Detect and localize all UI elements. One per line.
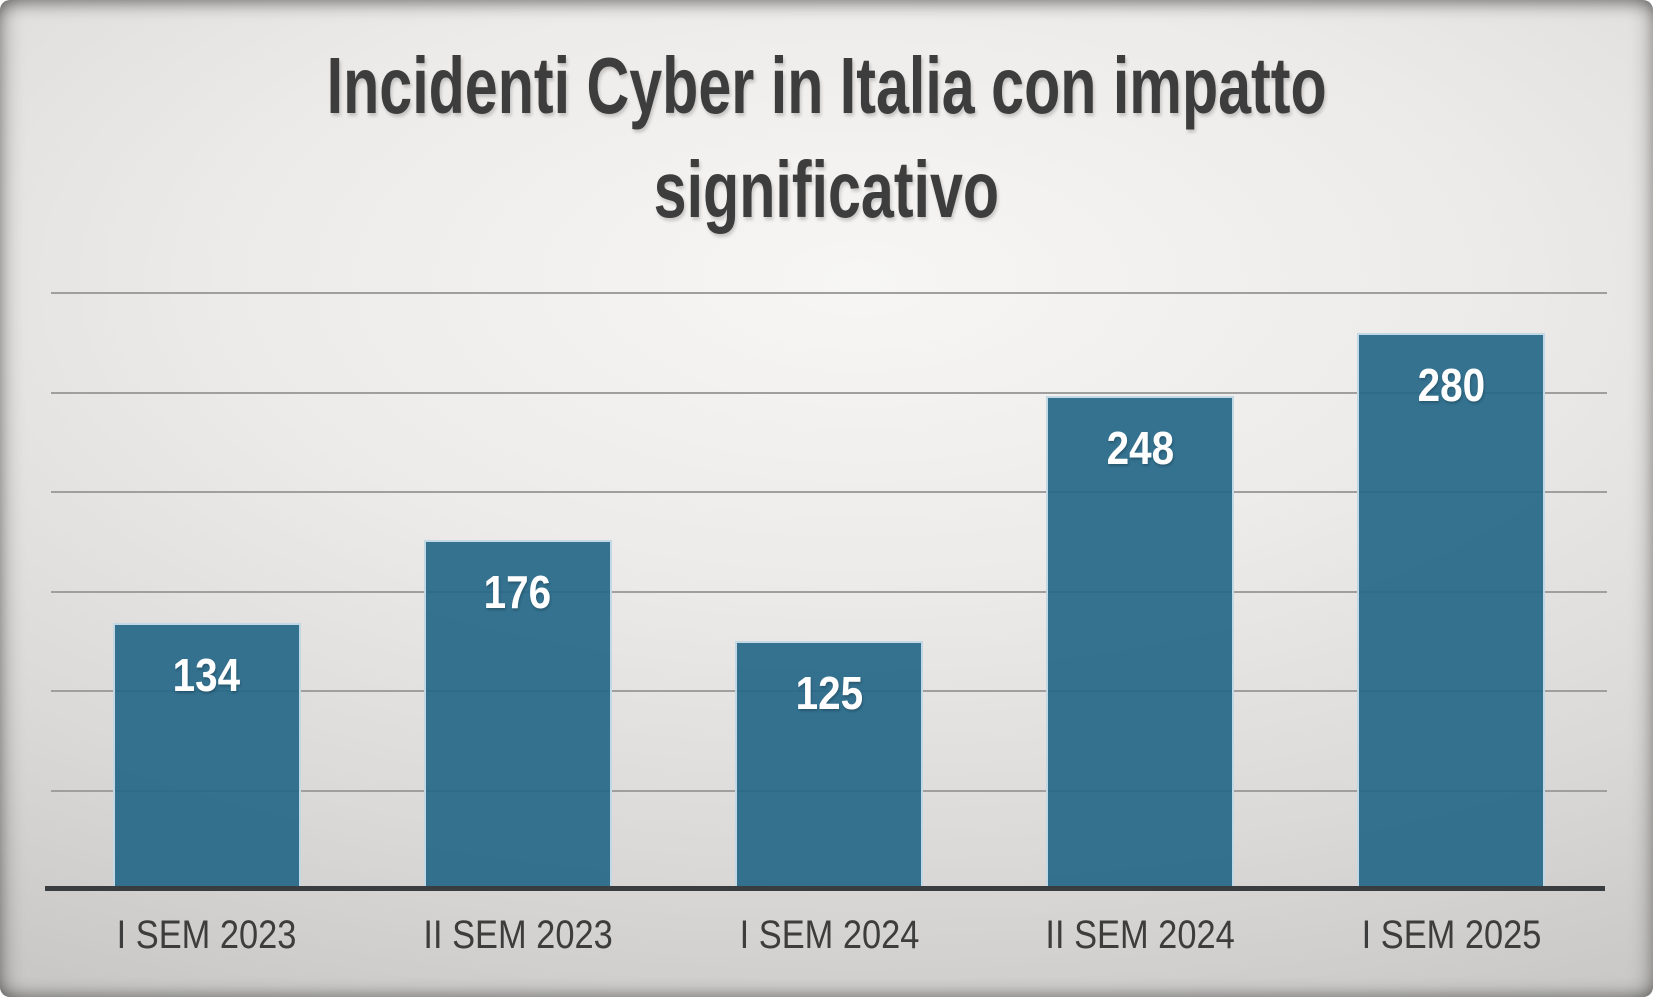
bar-value-label-ii-sem-2023: 176 [426,566,610,618]
chart-title-line-1: Incidenti Cyber in Italia con impatto [0,34,1653,138]
bar-slot-ii-sem-2024: 248 [985,293,1296,890]
bar-value-label-i-sem-2024: 125 [737,667,921,719]
bar-series: 134 176 125 248 280 [51,293,1607,890]
plot-area: 134 176 125 248 280 [51,292,1607,890]
x-axis-label-row: I SEM 2023 II SEM 2023 I SEM 2024 II SEM 20… [51,905,1607,965]
x-axis-label-text-i-sem-2024: I SEM 2024 [739,913,919,957]
bar-value-text-i-sem-2023: 134 [172,649,241,702]
bar-ii-sem-2024: 248 [1046,396,1235,890]
gridline-150 [51,590,1607,593]
bar-slot-i-sem-2024: 125 [673,293,984,890]
chart-title: Incidenti Cyber in Italia con impatto si… [0,34,1653,242]
chart-title-line-2: significativo [0,138,1653,242]
bar-value-label-i-sem-2023: 134 [115,649,299,701]
bar-value-text-i-sem-2024: 125 [795,667,863,720]
x-axis-label-text-i-sem-2023: I SEM 2023 [116,913,297,957]
x-axis-label-i-sem-2023: I SEM 2023 [51,905,362,965]
x-axis-label-ii-sem-2024: II SEM 2024 [985,905,1296,965]
x-axis-line [45,886,1605,891]
bar-i-sem-2023: 134 [112,623,301,890]
bar-slot-i-sem-2025: 280 [1296,293,1607,890]
x-axis-label-ii-sem-2023: II SEM 2023 [362,905,673,965]
bar-i-sem-2024: 125 [735,641,923,890]
bar-slot-i-sem-2023: 134 [51,293,362,890]
bar-value-text-i-sem-2025: 280 [1417,358,1486,411]
gridline-250 [51,391,1607,394]
chart-title-text-1: Incidenti Cyber in Italia con impatto [326,41,1327,130]
gridline-200 [51,491,1607,493]
bar-value-text-ii-sem-2024: 248 [1106,422,1174,475]
bar-value-text-ii-sem-2023: 176 [484,565,552,618]
x-axis-label-text-i-sem-2025: I SEM 2025 [1361,913,1542,957]
x-axis-label-i-sem-2024: I SEM 2024 [673,905,984,965]
x-axis-label-text-ii-sem-2023: II SEM 2023 [423,913,613,957]
bar-ii-sem-2023: 176 [423,539,612,890]
gridline-300 [51,292,1607,294]
bar-i-sem-2025: 280 [1357,332,1546,890]
x-axis-label-text-ii-sem-2024: II SEM 2024 [1045,913,1235,957]
bar-value-label-i-sem-2025: 280 [1359,359,1543,411]
x-axis-label-i-sem-2025: I SEM 2025 [1296,905,1607,965]
bar-value-label-ii-sem-2024: 248 [1048,422,1232,474]
chart-title-text-2: significativo [653,145,1000,234]
bar-slot-ii-sem-2023: 176 [362,293,673,890]
